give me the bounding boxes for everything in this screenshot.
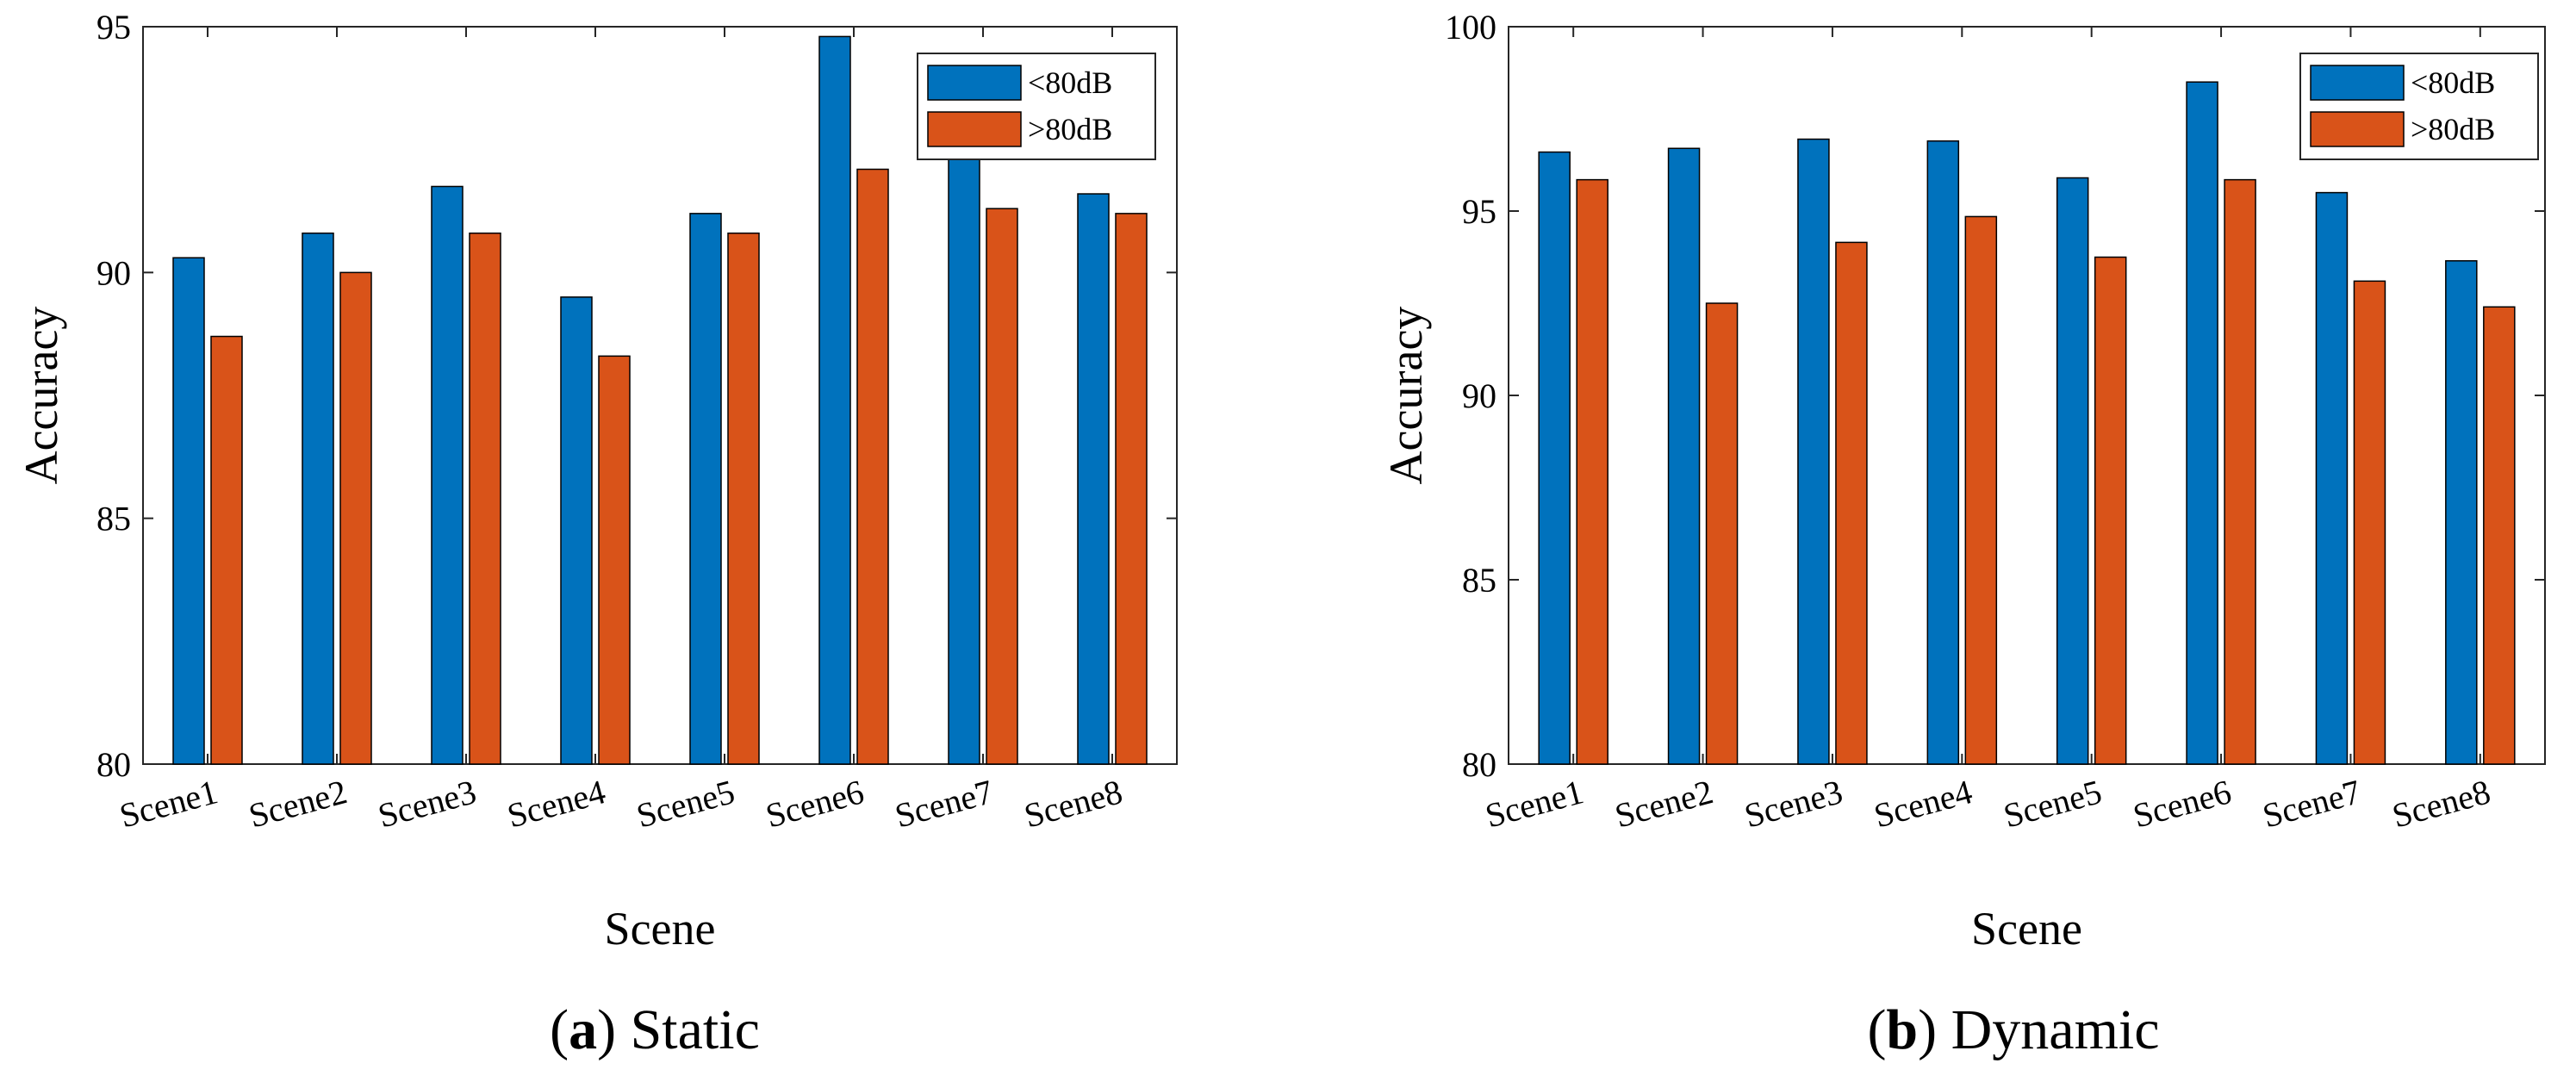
x-axis-title: Scene <box>1971 903 2082 954</box>
caption-a-letter: a <box>569 998 597 1061</box>
bar-scene6-series1 <box>2186 81 2218 765</box>
bar-scene3-series2 <box>469 232 501 765</box>
bar-scene4-series1 <box>560 296 593 765</box>
bar-scene5-series2 <box>2094 256 2127 765</box>
bar-scene3-series1 <box>431 185 464 765</box>
x-tick-label: Scene1 <box>115 772 221 835</box>
bar-scene7-series1 <box>2315 191 2349 765</box>
bar-scene5-series1 <box>2056 177 2089 765</box>
legend-label-series2: >80dB <box>2411 112 2495 146</box>
bar-scene7-series2 <box>2353 280 2386 765</box>
caption-b-letter: b <box>1886 998 1918 1061</box>
bar-scene8-series2 <box>1115 213 1148 765</box>
y-tick-label: 80 <box>1462 745 1496 784</box>
bar-scene7-series2 <box>986 208 1018 765</box>
legend-swatch-series2 <box>2310 111 2405 147</box>
axes-box <box>142 26 1178 765</box>
x-tick-label: Scene8 <box>1020 772 1126 835</box>
x-tick-label: Scene8 <box>2388 772 2494 835</box>
bar-scene3-series1 <box>1797 138 1830 765</box>
y-tick-label: 95 <box>96 8 131 47</box>
legend-label-series1: <80dB <box>1028 65 1112 100</box>
bar-scene3-series2 <box>1835 241 1868 765</box>
y-axis-title: Accuracy <box>16 307 67 485</box>
x-tick-label: Scene6 <box>762 772 868 835</box>
x-tick-label: Scene3 <box>1740 772 1846 835</box>
y-tick-label: 90 <box>96 253 131 292</box>
chart-dynamic: 80 85 90 95 100 Scene1 Scene2 Scene3 Scene4 Scene… <box>1380 8 2546 954</box>
x-tick-label: Scene7 <box>891 772 997 835</box>
x-tick-label: Scene4 <box>503 772 609 835</box>
legend-swatch-series1 <box>2310 65 2405 101</box>
bar-scene2-series2 <box>1705 302 1739 765</box>
caption-b: (b) Dynamic <box>1867 998 2159 1061</box>
bar-scene2-series2 <box>339 271 372 765</box>
x-tick-label: Scene6 <box>2129 772 2235 835</box>
y-tick-label: 90 <box>1462 376 1496 415</box>
bar-scene8-series1 <box>2445 260 2478 765</box>
bar-scene4-series2 <box>1964 215 1998 765</box>
bar-scene8-series1 <box>1077 193 1110 765</box>
x-tick-label: Scene4 <box>1870 772 1976 835</box>
x-tick-label: Scene3 <box>374 772 480 835</box>
y-tick-label: 80 <box>96 745 131 784</box>
bar-scene4-series1 <box>1926 140 1960 765</box>
x-tick-label: Scene2 <box>1611 772 1717 835</box>
legend-label-series1: <80dB <box>2411 65 2495 100</box>
bar-scene1-series1 <box>1538 151 1571 765</box>
caption-b-text: Dynamic <box>1937 998 2159 1061</box>
y-axis-title: Accuracy <box>1380 307 1432 485</box>
bar-scene1-series2 <box>1576 178 1608 765</box>
bar-scene1-series1 <box>172 257 205 765</box>
legend-swatch-series2 <box>927 111 1022 147</box>
bar-scene6-series2 <box>856 168 889 765</box>
y-tick-label: 85 <box>96 500 131 538</box>
x-tick-label: Scene5 <box>2000 772 2106 835</box>
y-tick-label: 85 <box>1462 561 1496 600</box>
bar-scene4-series2 <box>598 355 631 765</box>
legend-swatch-series1 <box>927 65 1022 101</box>
x-tick-label: Scene1 <box>1481 772 1587 835</box>
y-tick-label: 95 <box>1462 192 1496 231</box>
bar-scene1-series2 <box>210 335 243 765</box>
bar-scene2-series1 <box>1667 147 1701 765</box>
legend-label-series2: >80dB <box>1028 112 1112 146</box>
bar-scene6-series1 <box>818 35 851 765</box>
bar-scene5-series2 <box>727 232 760 765</box>
bar-scene8-series2 <box>2483 306 2516 765</box>
x-axis-title: Scene <box>605 903 716 954</box>
bar-scene5-series1 <box>689 213 722 765</box>
chart-static: 80 85 90 95 Scene1 Scene2 Scene3 Scene4 Scene5 Sc… <box>16 8 1178 954</box>
x-tick-label: Scene2 <box>245 772 351 835</box>
x-tick-label: Scene5 <box>632 772 738 835</box>
caption-a-text: Static <box>616 998 760 1061</box>
bar-scene2-series1 <box>302 232 334 765</box>
y-tick-label: 100 <box>1445 8 1496 47</box>
caption-a: (a) Static <box>550 998 760 1061</box>
x-tick-label: Scene7 <box>2259 772 2365 835</box>
bar-scene7-series1 <box>948 159 980 765</box>
bar-scene6-series2 <box>2224 178 2256 765</box>
